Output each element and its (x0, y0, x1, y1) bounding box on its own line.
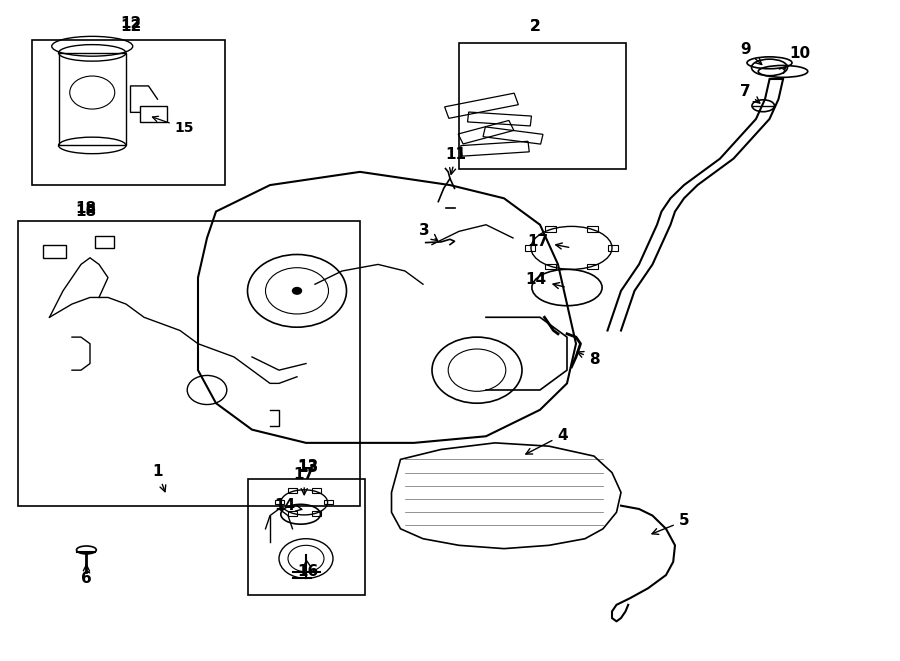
Text: 5: 5 (652, 514, 689, 534)
Bar (587, 264, 598, 270)
Bar (525, 245, 535, 251)
Text: 16: 16 (297, 559, 319, 580)
Text: 9: 9 (740, 42, 761, 65)
Bar (324, 500, 333, 504)
Text: 18: 18 (75, 201, 96, 215)
Bar (275, 500, 284, 504)
Bar (18, 221, 360, 506)
Text: 15: 15 (152, 116, 194, 136)
Bar (312, 511, 321, 516)
Bar (545, 264, 556, 270)
Bar (587, 226, 598, 231)
Bar (140, 106, 166, 122)
Text: 12: 12 (120, 19, 141, 34)
Text: 17: 17 (293, 467, 315, 494)
Text: 6: 6 (81, 564, 92, 586)
Text: 1: 1 (152, 464, 166, 492)
Bar (458, 120, 514, 144)
Circle shape (292, 288, 302, 294)
Bar (248, 479, 364, 595)
Bar (312, 488, 321, 493)
Bar (461, 141, 529, 156)
Text: 7: 7 (740, 84, 760, 103)
Bar (459, 43, 626, 169)
Text: 14: 14 (525, 272, 564, 288)
Text: 12: 12 (120, 16, 141, 30)
Bar (467, 112, 532, 126)
Text: 11: 11 (446, 147, 467, 175)
Bar (288, 488, 297, 493)
Bar (94, 236, 114, 248)
Text: 4: 4 (526, 428, 568, 454)
Text: 8: 8 (577, 352, 599, 367)
Bar (545, 226, 556, 231)
Text: 13: 13 (297, 459, 319, 473)
Text: 18: 18 (75, 204, 96, 219)
Text: 10: 10 (779, 46, 810, 73)
Bar (445, 93, 518, 118)
Bar (43, 245, 66, 258)
Text: 14: 14 (274, 498, 302, 514)
Text: 13: 13 (297, 461, 319, 475)
Text: 2: 2 (530, 19, 541, 34)
Bar (288, 511, 297, 516)
Text: 2: 2 (530, 19, 541, 34)
Text: 17: 17 (527, 234, 569, 249)
Bar (608, 245, 618, 251)
Text: 3: 3 (419, 223, 437, 241)
Bar (32, 40, 225, 185)
Bar (483, 127, 543, 144)
